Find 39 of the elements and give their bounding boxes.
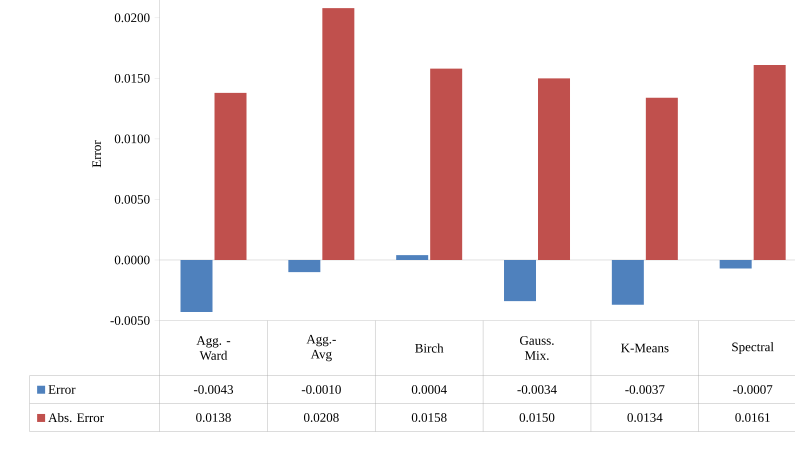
data-label: 0.0004 bbox=[412, 385, 447, 394]
data-label: 0.0158 bbox=[412, 413, 447, 422]
x-tick-label: Gauss. Mix. bbox=[520, 336, 554, 360]
x-tick-label: Spectral bbox=[732, 342, 774, 354]
x-tick-label: Birch bbox=[415, 343, 444, 353]
bar bbox=[288, 260, 320, 272]
data-label: 0.0134 bbox=[627, 413, 663, 422]
y-tick-label: -0.0050 bbox=[110, 316, 150, 325]
data-label: -0.0037 bbox=[625, 385, 665, 394]
data-label: -0.0007 bbox=[733, 385, 772, 394]
data-label: -0.0010 bbox=[302, 385, 341, 394]
bar bbox=[538, 78, 570, 260]
y-tick-label: 0.0050 bbox=[114, 195, 150, 204]
bar bbox=[646, 98, 678, 260]
data-label: -0.0034 bbox=[517, 385, 557, 394]
x-tick-label: Agg. - Ward bbox=[196, 336, 230, 360]
bar bbox=[504, 260, 536, 302]
bar bbox=[612, 260, 644, 305]
data-label: -0.0043 bbox=[194, 385, 234, 394]
bar bbox=[396, 255, 428, 260]
bar bbox=[322, 8, 354, 260]
y-tick-label: 0.0000 bbox=[114, 256, 150, 264]
data-label: 0.0208 bbox=[304, 413, 339, 422]
y-axis-title: Error bbox=[92, 140, 102, 168]
legend-label: Error bbox=[48, 385, 76, 394]
bar bbox=[180, 260, 213, 312]
y-tick-label: 0.0200 bbox=[114, 13, 150, 22]
data-label: 0.0138 bbox=[196, 413, 231, 422]
bar bbox=[214, 92, 247, 260]
x-tick-label: Agg.- Avg bbox=[306, 334, 336, 362]
bar bbox=[754, 65, 786, 260]
y-tick-label: 0.0100 bbox=[114, 134, 150, 144]
data-label: 0.0161 bbox=[735, 413, 770, 422]
x-tick-label: K-Means bbox=[621, 344, 669, 352]
y-tick-label: 0.0150 bbox=[114, 74, 150, 83]
bar bbox=[430, 68, 462, 260]
bar bbox=[720, 260, 752, 268]
data-label: 0.0150 bbox=[520, 413, 554, 422]
legend-label: Abs. Error bbox=[48, 412, 104, 422]
